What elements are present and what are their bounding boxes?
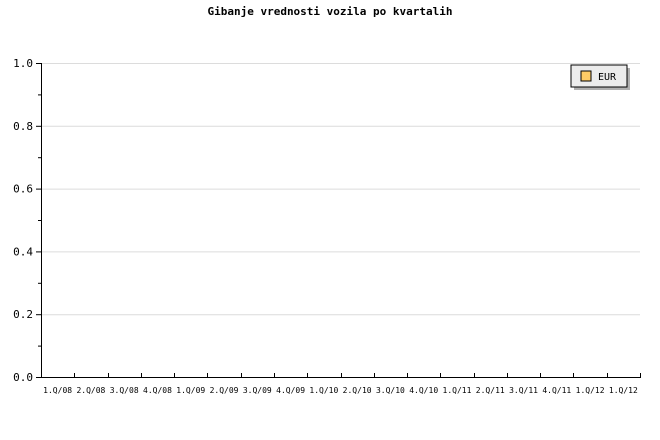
x-tick-label: 4.Q/10 xyxy=(409,386,438,395)
y-tick-label: 1.0 xyxy=(13,57,33,70)
x-tick-label: 2.Q/09 xyxy=(210,386,239,395)
x-tick-label: 3.Q/10 xyxy=(376,386,405,395)
y-tick-label: 0.6 xyxy=(13,183,33,196)
x-tick-label: 4.Q/09 xyxy=(276,386,305,395)
x-tick-label: 4.Q/11 xyxy=(542,386,571,395)
x-tick-label: 1.Q/12 xyxy=(609,386,638,395)
x-tick-label: 2.Q/10 xyxy=(343,386,372,395)
chart-title: Gibanje vrednosti vozila po kvartalih xyxy=(207,5,452,18)
y-tick-label: 0.4 xyxy=(13,245,33,258)
x-tick-label: 1.Q/09 xyxy=(176,386,205,395)
legend-swatch xyxy=(580,70,592,82)
x-tick-label: 3.Q/11 xyxy=(509,386,538,395)
x-tick-label: 2.Q/11 xyxy=(476,386,505,395)
x-tick-label: 1.Q/10 xyxy=(309,386,338,395)
x-tick-label: 1.Q/11 xyxy=(443,386,472,395)
x-tick-label: 4.Q/08 xyxy=(143,386,172,395)
x-tick-label: 2.Q/08 xyxy=(76,386,105,395)
y-tick-label: 0.0 xyxy=(13,371,33,384)
y-tick-label: 0.8 xyxy=(13,120,33,133)
legend-label: EUR xyxy=(598,72,617,83)
x-tick-label: 1.Q/08 xyxy=(43,386,72,395)
legend: EUR xyxy=(570,64,630,90)
y-tick-label: 0.2 xyxy=(13,308,33,321)
x-tick-label: 3.Q/08 xyxy=(110,386,139,395)
x-tick-label: 1.Q/12 xyxy=(576,386,605,395)
x-tick-label: 3.Q/09 xyxy=(243,386,272,395)
